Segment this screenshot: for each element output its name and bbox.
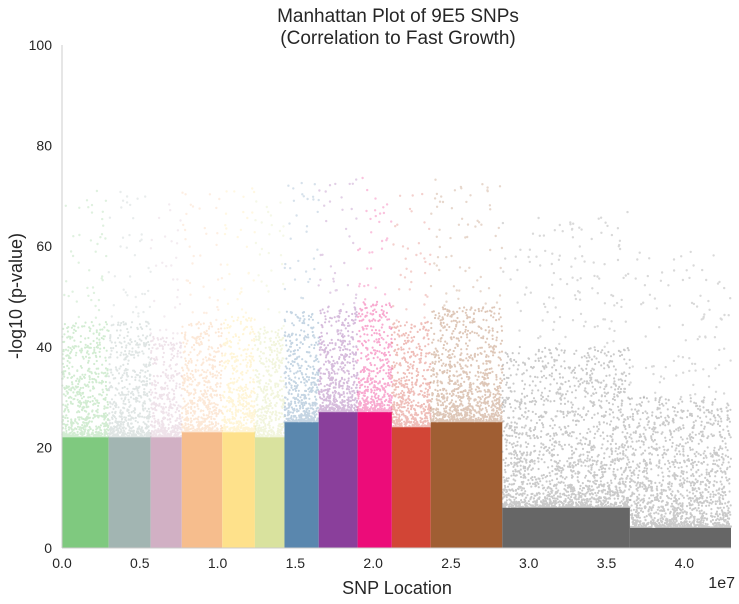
segment-dense-band-2 — [108, 437, 151, 548]
segment-dense-band-7 — [284, 422, 319, 548]
segment-dense-band-4 — [181, 432, 223, 548]
segment-outliers-12 — [501, 210, 630, 348]
segment-outliers-10 — [392, 192, 432, 322]
chromosome-segment-9 — [356, 176, 393, 548]
x-tick-label: 0.0 — [52, 555, 72, 571]
segment-outliers-7 — [283, 181, 320, 300]
y-tick-label: 60 — [36, 238, 52, 254]
x-tick-label: 2.0 — [363, 555, 383, 571]
segment-dense-band-1 — [62, 437, 109, 548]
x-axis-label: SNP Location — [342, 578, 452, 598]
segment-dense-band-5 — [222, 432, 255, 548]
segment-outliers-6 — [254, 200, 285, 328]
segment-point-cloud-11 — [429, 306, 504, 424]
segment-outliers-5 — [223, 187, 256, 314]
segment-point-cloud-12 — [501, 345, 631, 509]
y-tick-label: 20 — [36, 439, 52, 455]
x-tick-label: 1.5 — [286, 555, 306, 571]
segment-outliers-9 — [357, 176, 393, 301]
x-axis-exponent: 1e7 — [708, 575, 735, 592]
y-tick-label: 100 — [29, 37, 53, 53]
chromosome-segment-11 — [429, 178, 504, 548]
segment-point-cloud-9 — [356, 300, 393, 414]
segment-outliers-1 — [63, 189, 108, 319]
chromosome-segment-12 — [501, 210, 631, 548]
y-axis-label: -log10 (p-value) — [6, 233, 26, 359]
chromosome-segment-4 — [180, 191, 224, 548]
segment-dense-band-13 — [629, 527, 731, 548]
y-tick-label: 0 — [44, 540, 52, 556]
segment-point-cloud-1 — [61, 321, 110, 439]
x-axis-ticks: 0.0 0.5 1.0 1.5 2.0 2.5 3.0 3.5 4.0 — [52, 555, 694, 571]
segment-dense-band-8 — [318, 412, 358, 548]
segment-outliers-4 — [181, 191, 224, 322]
segment-dense-band-6 — [254, 437, 285, 548]
segment-point-cloud-6 — [253, 326, 286, 439]
chromosome-segment-3 — [149, 203, 183, 548]
segment-point-cloud-7 — [283, 310, 320, 424]
segment-point-cloud-5 — [221, 315, 256, 434]
segment-point-cloud-4 — [180, 321, 224, 434]
x-tick-label: 4.0 — [675, 555, 695, 571]
chromosome-segment-10 — [390, 192, 432, 548]
segment-outliers-3 — [149, 203, 182, 335]
x-tick-label: 2.5 — [441, 555, 461, 571]
chromosome-segment-7 — [283, 181, 320, 548]
segment-dense-band-9 — [357, 412, 392, 548]
y-tick-label: 40 — [36, 339, 52, 355]
segment-dense-band-11 — [430, 422, 503, 548]
chart-title-line-2: (Correlation to Fast Growth) — [280, 28, 515, 49]
segment-point-cloud-10 — [390, 320, 432, 429]
segment-point-cloud-8 — [317, 305, 359, 414]
data-points — [61, 176, 733, 548]
chromosome-segment-5 — [221, 187, 256, 548]
segment-point-cloud-3 — [149, 335, 183, 439]
chromosome-segment-6 — [253, 200, 286, 548]
segment-dense-band-12 — [502, 507, 630, 548]
segment-outliers-11 — [429, 178, 504, 307]
x-tick-label: 3.0 — [519, 555, 539, 571]
segment-outliers-2 — [107, 190, 152, 318]
segment-point-cloud-13 — [628, 396, 733, 529]
segment-dense-band-3 — [150, 437, 182, 548]
segment-point-cloud-2 — [107, 320, 152, 439]
x-tick-label: 0.5 — [130, 555, 150, 571]
chart-title-line-1: Manhattan Plot of 9E5 SNPs — [277, 6, 519, 27]
chromosome-segment-2 — [107, 190, 152, 548]
y-tick-label: 80 — [36, 138, 52, 154]
chromosome-segment-13 — [628, 250, 733, 548]
x-tick-label: 1.0 — [208, 555, 228, 571]
x-tick-label: 3.5 — [597, 555, 617, 571]
segment-dense-band-10 — [391, 427, 431, 548]
segment-outliers-13 — [629, 250, 732, 399]
y-axis-ticks: 0 20 40 60 80 100 — [29, 37, 53, 556]
chromosome-segment-1 — [61, 189, 110, 548]
segment-outliers-8 — [317, 178, 358, 306]
chromosome-segment-8 — [317, 178, 359, 548]
